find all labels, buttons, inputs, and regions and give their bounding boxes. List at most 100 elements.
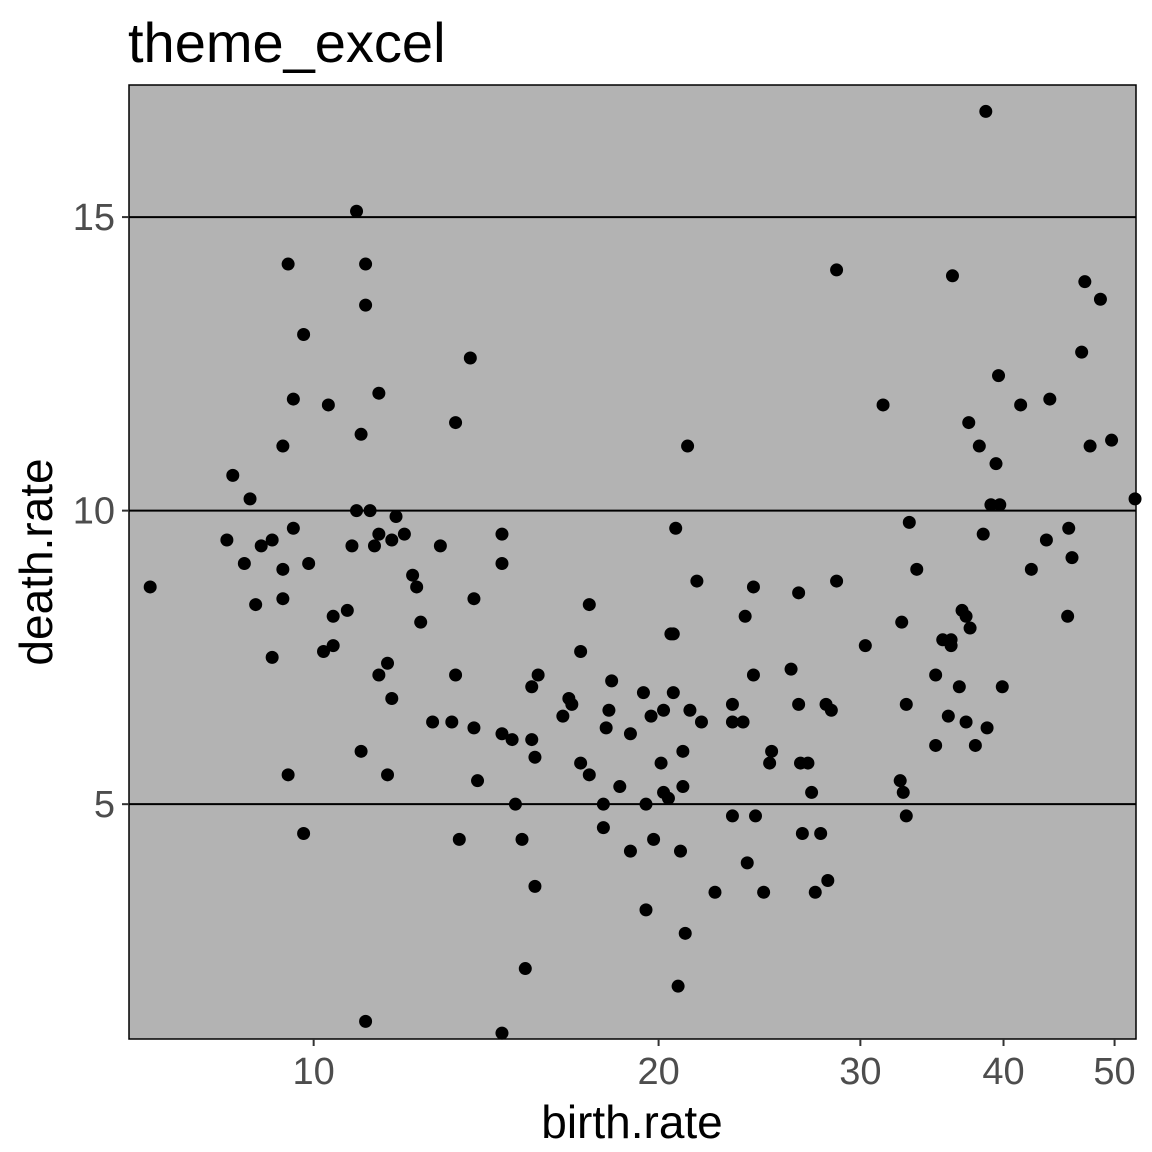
data-point (596, 821, 610, 835)
data-point (249, 598, 263, 612)
data-point (749, 809, 763, 823)
data-point (281, 768, 295, 782)
x-tick-label: 20 (637, 1051, 679, 1093)
data-point (276, 592, 290, 606)
data-point (666, 627, 680, 641)
data-point (814, 827, 828, 841)
data-point (372, 668, 386, 682)
data-point (792, 586, 806, 600)
data-point (297, 827, 311, 841)
data-point (661, 791, 675, 805)
data-point (830, 263, 844, 277)
data-point (367, 539, 381, 553)
data-point (359, 1014, 373, 1028)
data-point (992, 369, 1006, 383)
data-point (381, 656, 395, 670)
data-point (372, 386, 386, 400)
data-point (678, 926, 692, 940)
data-point (671, 979, 685, 993)
chart-title: theme_excel (128, 11, 446, 74)
data-point (525, 680, 539, 694)
data-point (746, 668, 760, 682)
data-point (902, 515, 916, 529)
data-point (944, 639, 958, 653)
data-point (959, 715, 973, 729)
data-points (143, 104, 1142, 1040)
data-point (746, 580, 760, 594)
data-point (243, 492, 257, 506)
data-point (899, 809, 913, 823)
data-point (286, 392, 300, 406)
data-point (1014, 398, 1028, 412)
data-point (765, 744, 779, 758)
data-point (350, 204, 364, 218)
data-point (237, 556, 251, 570)
data-point (808, 885, 822, 899)
data-point (995, 680, 1009, 694)
data-point (613, 780, 627, 794)
data-point (463, 351, 477, 365)
data-point (993, 498, 1007, 512)
y-axis-ticks: 5 10 15 (73, 197, 129, 826)
data-point (623, 844, 637, 858)
data-point (602, 703, 616, 717)
data-point (676, 744, 690, 758)
data-point (495, 527, 509, 541)
data-point (508, 797, 522, 811)
data-point (326, 639, 340, 653)
data-point (669, 521, 683, 535)
data-point (467, 592, 481, 606)
data-point (1093, 292, 1107, 306)
data-point (445, 715, 459, 729)
data-point (599, 721, 613, 735)
data-point (968, 738, 982, 752)
data-point (265, 533, 279, 547)
data-point (276, 439, 290, 453)
data-point (876, 398, 890, 412)
data-point (757, 885, 771, 899)
data-point (345, 539, 359, 553)
data-point (644, 709, 658, 723)
data-point (495, 1026, 509, 1040)
data-point (389, 510, 403, 524)
data-point (893, 774, 907, 788)
data-point (801, 756, 815, 770)
data-point (426, 715, 440, 729)
data-point (962, 416, 976, 430)
data-point (740, 856, 754, 870)
data-point (979, 104, 993, 118)
data-point (265, 650, 279, 664)
data-point (495, 727, 509, 741)
x-tick-label: 30 (839, 1051, 881, 1093)
data-point (281, 257, 295, 271)
data-point (495, 556, 509, 570)
data-point (972, 439, 986, 453)
x-tick-label: 50 (1093, 1051, 1135, 1093)
data-point (410, 580, 424, 594)
data-point (736, 715, 750, 729)
data-point (623, 727, 637, 741)
data-point (1128, 492, 1142, 506)
data-point (1078, 275, 1092, 289)
data-point (574, 645, 588, 659)
data-point (556, 709, 570, 723)
data-point (276, 562, 290, 576)
data-point (639, 903, 653, 917)
gridlines (129, 216, 1136, 806)
data-point (795, 827, 809, 841)
y-axis-label: death.rate (10, 458, 62, 665)
data-point (372, 527, 386, 541)
data-point (515, 832, 529, 846)
data-point (397, 527, 411, 541)
data-point (639, 797, 653, 811)
data-point (385, 691, 399, 705)
data-point (565, 697, 579, 711)
data-point (763, 756, 777, 770)
data-point (694, 715, 708, 729)
data-point (676, 780, 690, 794)
x-axis-ticks: 10 20 30 40 50 (293, 1039, 1136, 1093)
data-point (518, 962, 532, 976)
data-point (1062, 521, 1076, 535)
data-point (683, 703, 697, 717)
data-point (226, 468, 240, 482)
